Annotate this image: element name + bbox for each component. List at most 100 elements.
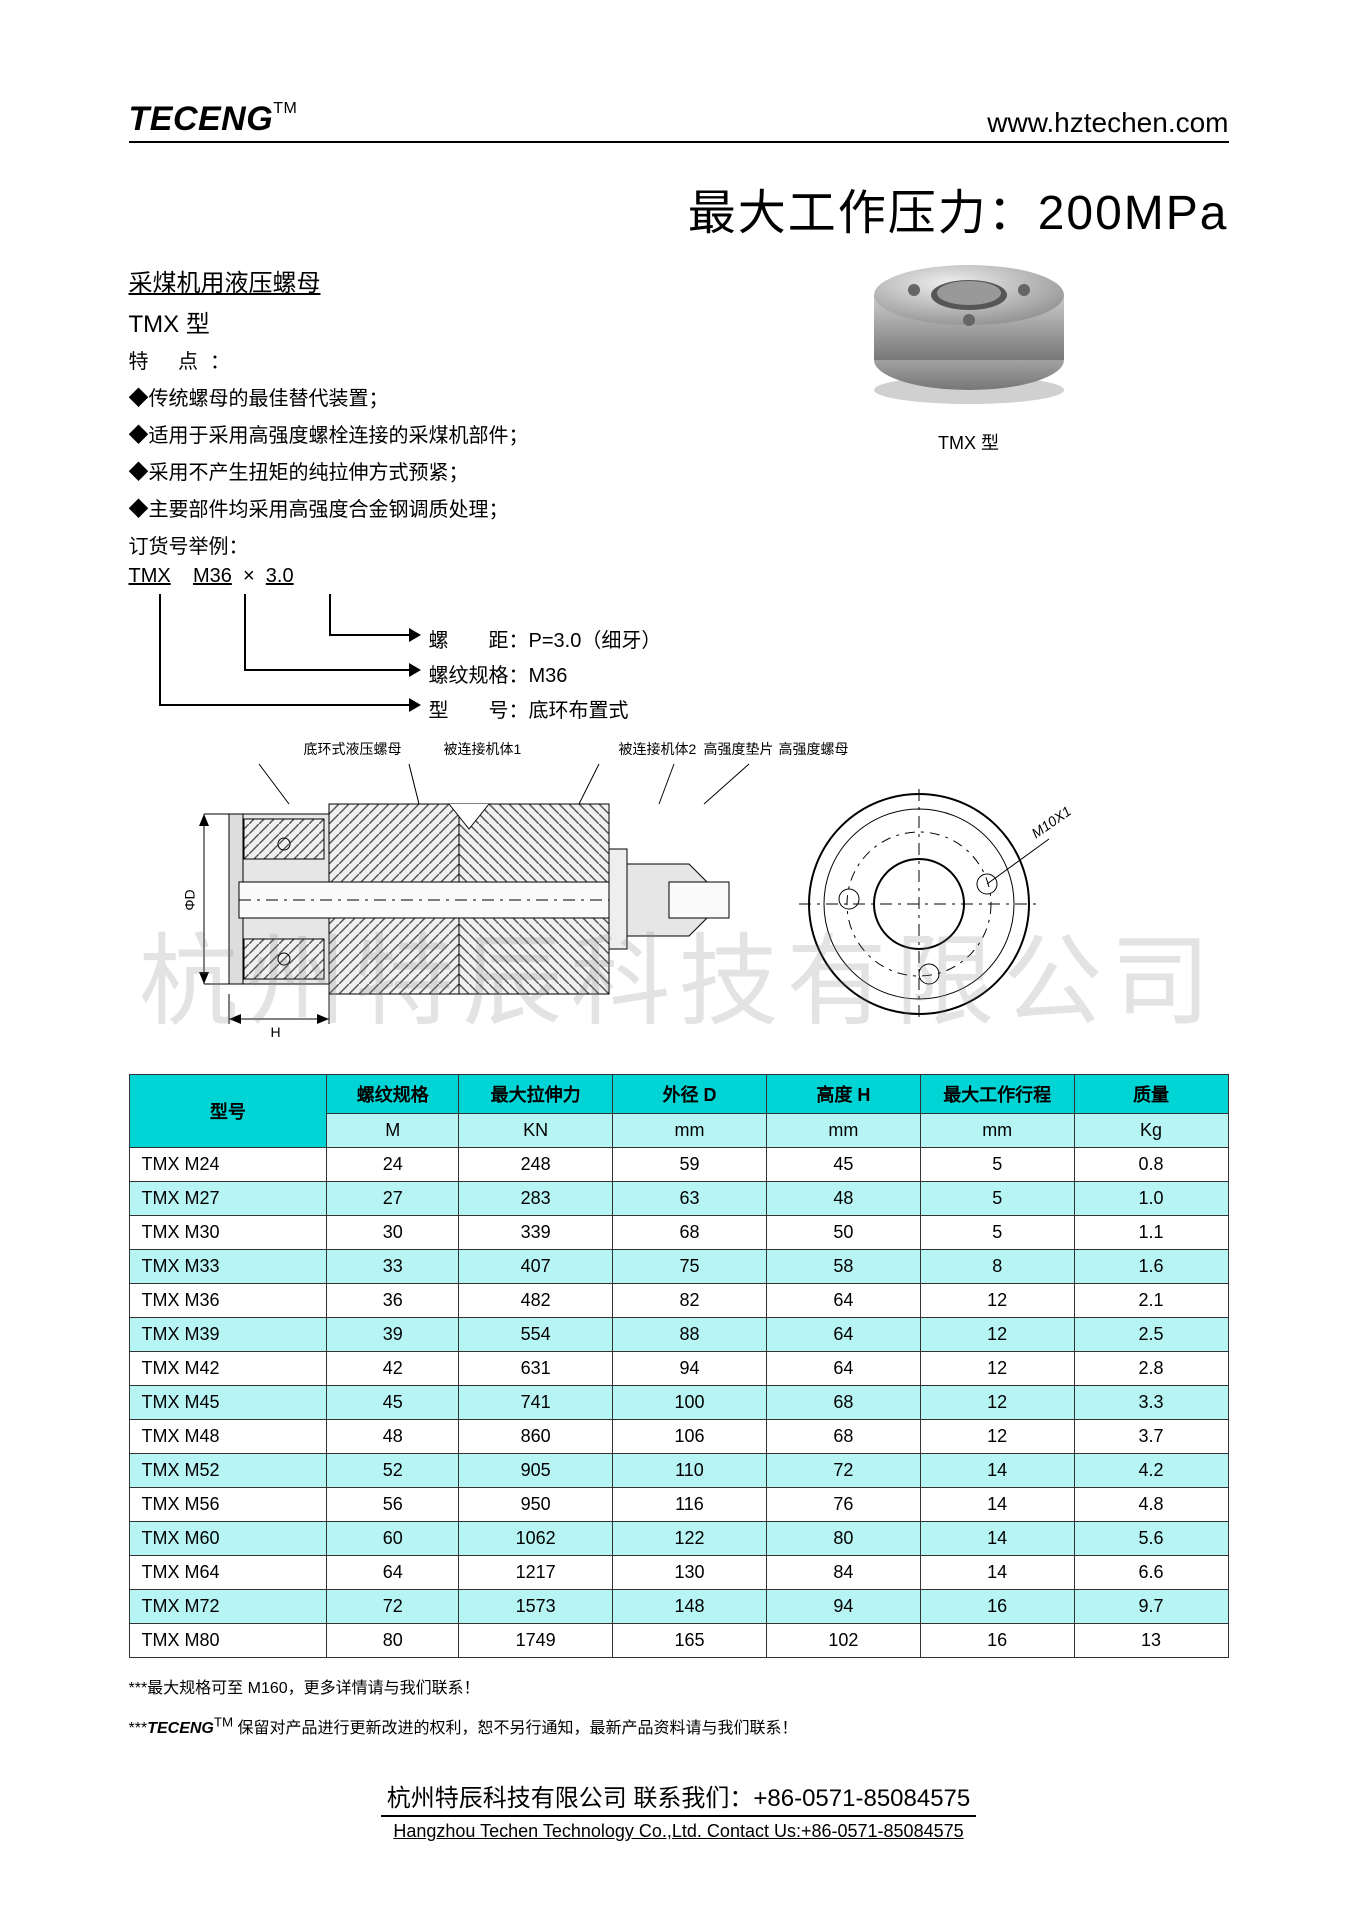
table-cell: TMX M80: [129, 1624, 327, 1658]
order-label: 订货号举例：: [129, 530, 1229, 559]
table-cell: 2.8: [1074, 1352, 1228, 1386]
order-part-x: ×: [243, 565, 255, 587]
tree-pitch-value: P=3.0（细牙）: [529, 630, 662, 652]
diagram-dim-od: ΦD: [181, 889, 197, 910]
table-cell: 94: [613, 1352, 767, 1386]
table-cell: 110: [613, 1454, 767, 1488]
table-cell: 1.0: [1074, 1182, 1228, 1216]
table-cell: 407: [459, 1250, 613, 1284]
table-row: TMX M39395548864122.5: [129, 1318, 1228, 1352]
product-image-block: TMX 型: [849, 240, 1089, 455]
table-cell: 80: [327, 1624, 459, 1658]
table-subheader-cell: M: [327, 1114, 459, 1148]
table-header-cell: 外径 D: [613, 1075, 767, 1114]
table-cell: 24: [327, 1148, 459, 1182]
table-cell: TMX M48: [129, 1420, 327, 1454]
table-cell: 16: [920, 1590, 1074, 1624]
table-cell: TMX M39: [129, 1318, 327, 1352]
table-cell: 148: [613, 1590, 767, 1624]
table-cell: 80: [766, 1522, 920, 1556]
table-cell: 13: [1074, 1624, 1228, 1658]
diagram-svg: [129, 734, 1129, 1034]
table-header-cell: 最大拉伸力: [459, 1075, 613, 1114]
tree-thread-label: 螺纹规格：: [429, 665, 529, 687]
table-cell: TMX M56: [129, 1488, 327, 1522]
table-cell: TMX M27: [129, 1182, 327, 1216]
table-cell: 68: [613, 1216, 767, 1250]
table-cell: 4.2: [1074, 1454, 1228, 1488]
table-cell: 8: [920, 1250, 1074, 1284]
table-cell: 1217: [459, 1556, 613, 1590]
table-cell: 30: [327, 1216, 459, 1250]
table-cell: 50: [766, 1216, 920, 1250]
table-cell: 45: [327, 1386, 459, 1420]
table-header-cell: 螺纹规格: [327, 1075, 459, 1114]
table-cell: 2.5: [1074, 1318, 1228, 1352]
table-cell: 2.1: [1074, 1284, 1228, 1318]
table-cell: 116: [613, 1488, 767, 1522]
table-cell: 12: [920, 1386, 1074, 1420]
feature-item: ◆采用不产生扭矩的纯拉伸方式预紧；: [129, 456, 1229, 485]
table-cell: 1573: [459, 1590, 613, 1624]
table-cell: 482: [459, 1284, 613, 1318]
table-cell: 12: [920, 1420, 1074, 1454]
table-cell: 12: [920, 1284, 1074, 1318]
table-cell: 283: [459, 1182, 613, 1216]
table-cell: 16: [920, 1624, 1074, 1658]
tree-type-label: 型 号：: [429, 700, 529, 722]
diagram-dim-h: H: [271, 1024, 281, 1040]
table-cell: 3.3: [1074, 1386, 1228, 1420]
table-cell: 36: [327, 1284, 459, 1318]
order-example: TMX M36 × 3.0: [129, 565, 1229, 588]
diagram-label-3: 被连接机体2: [619, 739, 697, 759]
table-cell: 52: [327, 1454, 459, 1488]
table-cell: 9.7: [1074, 1590, 1228, 1624]
table-cell: 88: [613, 1318, 767, 1352]
table-cell: 72: [327, 1590, 459, 1624]
table-cell: 64: [766, 1318, 920, 1352]
table-cell: 64: [327, 1556, 459, 1590]
table-cell: 68: [766, 1420, 920, 1454]
footer-en: Hangzhou Techen Technology Co.,Ltd. Cont…: [129, 1821, 1229, 1842]
table-cell: 64: [766, 1284, 920, 1318]
table-row: TMX M36364828264122.1: [129, 1284, 1228, 1318]
table-row: TMX M565695011676144.8: [129, 1488, 1228, 1522]
table-subheader-cell: Kg: [1074, 1114, 1228, 1148]
table-cell: 64: [766, 1352, 920, 1386]
table-cell: 741: [459, 1386, 613, 1420]
feature-item: ◆主要部件均采用高强度合金钢调质处理；: [129, 493, 1229, 522]
table-cell: 72: [766, 1454, 920, 1488]
table-cell: 905: [459, 1454, 613, 1488]
table-row: TMX M42426319464122.8: [129, 1352, 1228, 1386]
table-cell: 59: [613, 1148, 767, 1182]
table-cell: 106: [613, 1420, 767, 1454]
product-image-caption: TMX 型: [849, 429, 1089, 455]
table-cell: TMX M64: [129, 1556, 327, 1590]
table-cell: 75: [613, 1250, 767, 1284]
footer-cn: 杭州特辰科技有限公司 联系我们：+86-0571-85084575: [381, 1778, 977, 1817]
table-cell: 130: [613, 1556, 767, 1590]
website-url: www.hztechen.com: [987, 107, 1228, 139]
table-header-cell: 高度 H: [766, 1075, 920, 1114]
table-row: TMX M525290511072144.2: [129, 1454, 1228, 1488]
table-subheader-cell: mm: [613, 1114, 767, 1148]
tree-pitch-label: 螺 距：: [429, 630, 529, 652]
table-cell: 100: [613, 1386, 767, 1420]
table-cell: 42: [327, 1352, 459, 1386]
table-cell: 48: [766, 1182, 920, 1216]
order-number-tree: 螺 距：P=3.0（细牙） 螺纹规格：M36 型 号：底环布置式: [129, 594, 1229, 724]
diagram-label-5: 高强度螺母: [779, 739, 849, 759]
table-cell: 12: [920, 1352, 1074, 1386]
table-cell: 60: [327, 1522, 459, 1556]
table-cell: TMX M52: [129, 1454, 327, 1488]
table-cell: TMX M72: [129, 1590, 327, 1624]
order-part-tmx: TMX: [129, 565, 171, 587]
table-cell: 3.7: [1074, 1420, 1228, 1454]
note2-brand: TECENG: [147, 1720, 214, 1737]
table-cell: 5: [920, 1182, 1074, 1216]
table-header-cell: 最大工作行程: [920, 1075, 1074, 1114]
table-cell: 248: [459, 1148, 613, 1182]
product-render-icon: [854, 240, 1084, 410]
tree-thread-value: M36: [529, 665, 568, 687]
table-cell: 39: [327, 1318, 459, 1352]
